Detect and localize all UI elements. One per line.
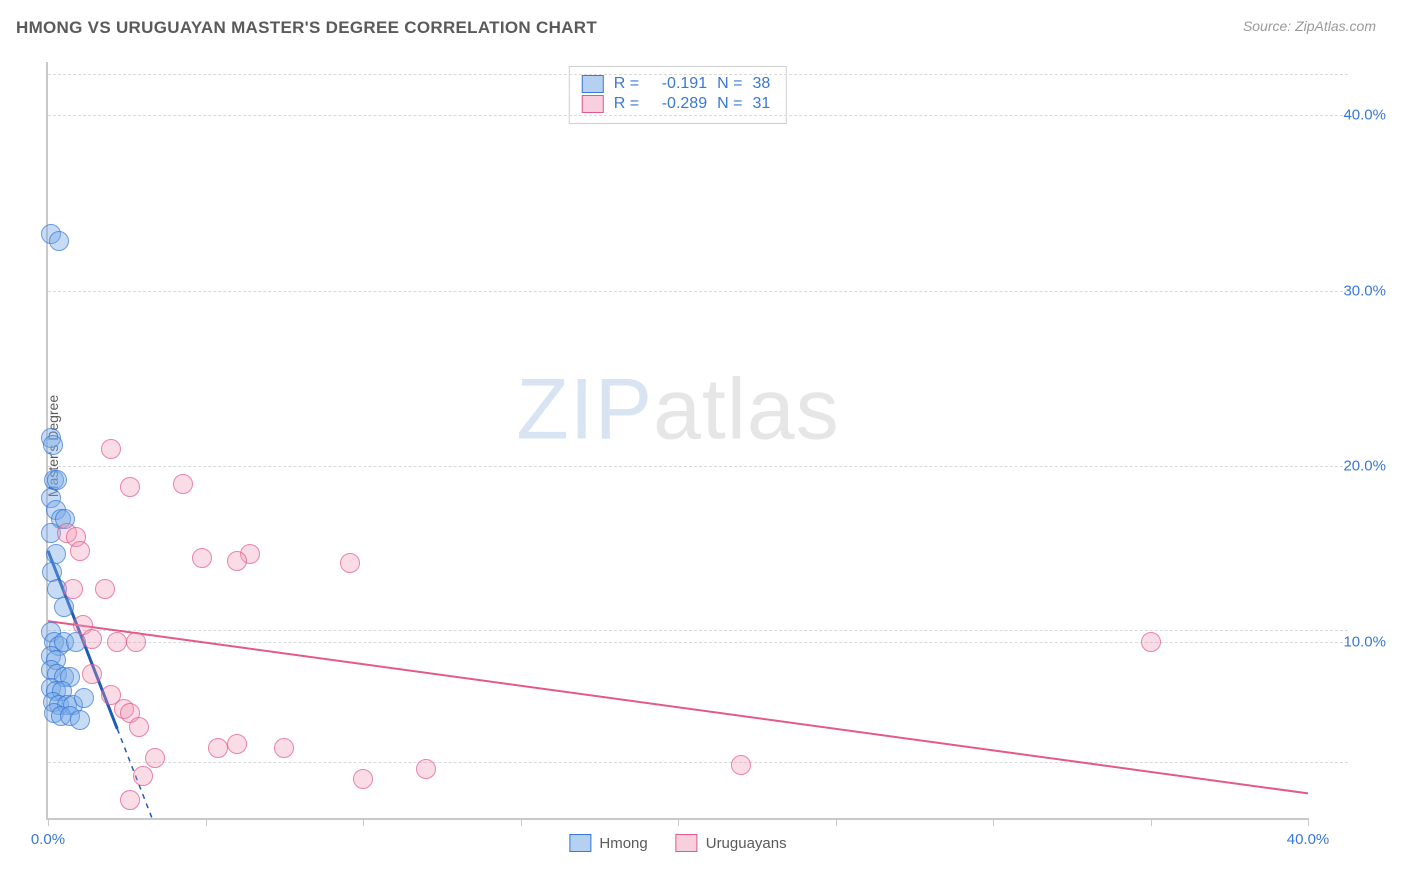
point-uruguayan [1141,632,1161,652]
x-tick [206,818,207,826]
point-uruguayan [129,717,149,737]
point-hmong [43,435,63,455]
x-tick-label: 40.0% [1287,831,1330,848]
point-hmong [54,597,74,617]
y-tick-label: 10.0% [1343,634,1386,651]
legend-uruguayans-label: Uruguayans [706,835,787,852]
x-tick-label: 0.0% [31,831,65,848]
x-tick [1308,818,1309,826]
point-uruguayan [101,439,121,459]
source-label: Source: ZipAtlas.com [1243,18,1376,34]
point-uruguayan [208,738,228,758]
legend-hmong-label: Hmong [599,835,647,852]
point-uruguayan [120,477,140,497]
point-uruguayan [340,553,360,573]
point-uruguayan [63,579,83,599]
y-tick-label: 40.0% [1343,106,1386,123]
point-uruguayan [82,664,102,684]
legend-item-hmong: Hmong [569,834,647,852]
point-uruguayan [145,748,165,768]
point-uruguayan [227,734,247,754]
x-tick [521,818,522,826]
point-uruguayan [95,579,115,599]
trend-lines [48,62,1308,818]
point-uruguayan [192,548,212,568]
point-uruguayan [82,629,102,649]
point-hmong [49,231,69,251]
x-tick [993,818,994,826]
legend-item-uruguayans: Uruguayans [676,834,787,852]
point-uruguayan [173,474,193,494]
x-tick [363,818,364,826]
chart-title: HMONG VS URUGUAYAN MASTER'S DEGREE CORRE… [16,18,597,38]
swatch-hmong-icon [569,834,591,852]
x-tick [678,818,679,826]
point-uruguayan [126,632,146,652]
x-tick [1151,818,1152,826]
x-tick [836,818,837,826]
swatch-uruguayans-icon [676,834,698,852]
point-uruguayan [70,541,90,561]
point-uruguayan [416,759,436,779]
point-uruguayan [274,738,294,758]
plot-area: ZIPatlas R = -0.191 N = 38 R = -0.289 N … [46,62,1308,820]
point-uruguayan [227,551,247,571]
point-hmong [74,688,94,708]
point-uruguayan [107,632,127,652]
y-tick-label: 20.0% [1343,458,1386,475]
point-hmong [70,710,90,730]
point-uruguayan [731,755,751,775]
point-uruguayan [120,790,140,810]
point-uruguayan [133,766,153,786]
y-tick-label: 30.0% [1343,282,1386,299]
x-tick [48,818,49,826]
series-legend: Hmong Uruguayans [569,834,786,852]
point-uruguayan [353,769,373,789]
